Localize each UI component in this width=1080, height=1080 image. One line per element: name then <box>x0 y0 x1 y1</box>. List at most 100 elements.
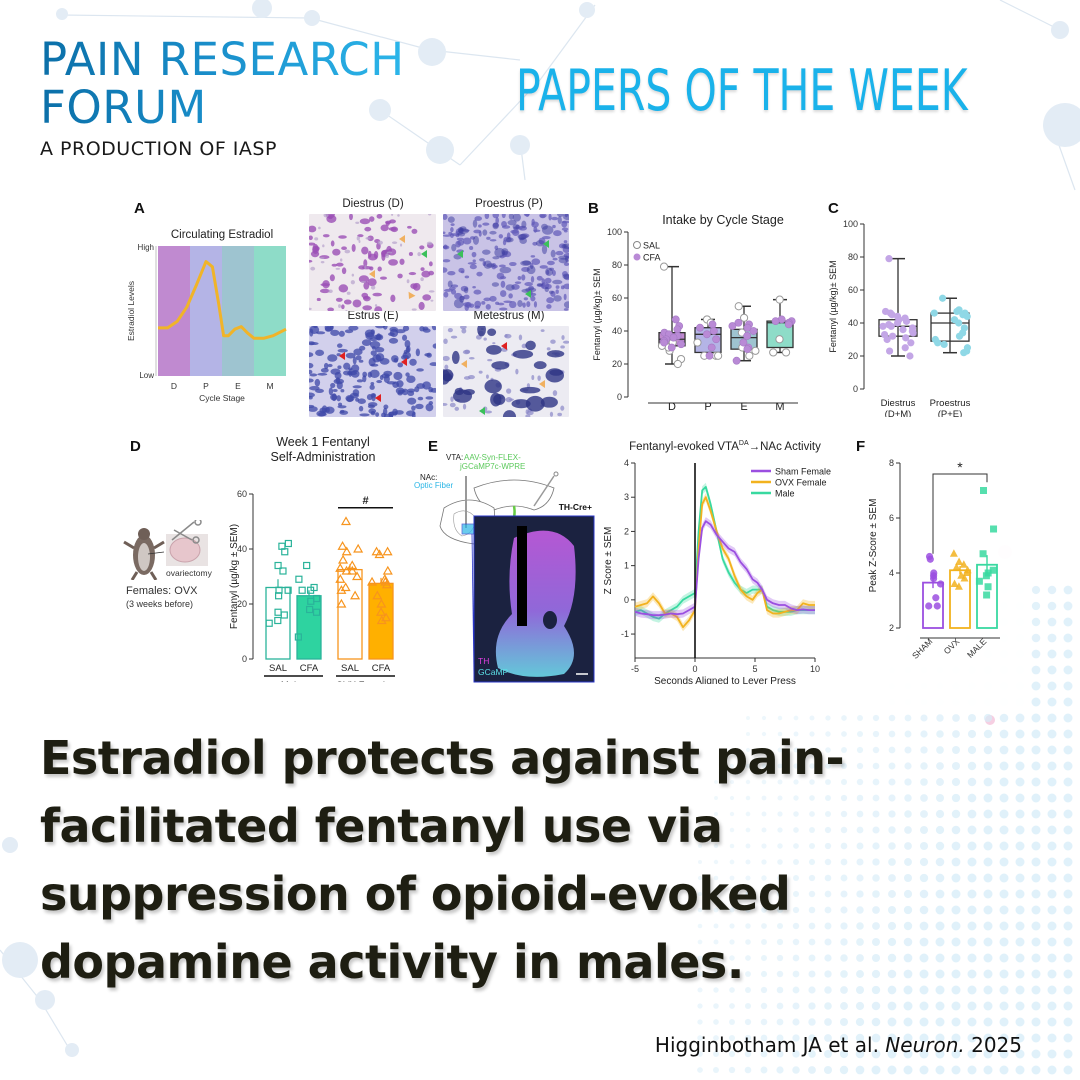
svg-text:40: 40 <box>237 544 247 554</box>
svg-text:Peak Z-Score ± SEM: Peak Z-Score ± SEM <box>868 499 879 593</box>
svg-text:SAL: SAL <box>269 663 287 674</box>
svg-text:Fentanyl-evoked VTADA→NAc Acti: Fentanyl-evoked VTADA→NAc Activity <box>629 440 821 453</box>
svg-text:Optic Fiber: Optic Fiber <box>414 481 453 490</box>
svg-text:GCaMP: GCaMP <box>478 667 509 677</box>
panel-letter-c: C <box>828 200 839 217</box>
svg-text:E: E <box>740 401 747 410</box>
brand-subtitle: A PRODUCTION OF IASP <box>40 138 277 160</box>
svg-text:*: * <box>957 459 963 475</box>
svg-text:100: 100 <box>843 219 858 229</box>
svg-text:AAV-Syn-FLEX-: AAV-Syn-FLEX- <box>464 453 521 462</box>
ovx-caption: Females: OVX <box>126 585 198 597</box>
svg-text:Males: Males <box>281 680 307 682</box>
svg-text:1: 1 <box>624 561 629 571</box>
chart-diestrus-vs-proestrus: 0 20 40 60 80 100 Fentanyl (µg/kg)± SEM Diestru… <box>828 219 972 417</box>
svg-text:SAL: SAL <box>643 241 660 251</box>
svg-text:SAL: SAL <box>341 663 359 674</box>
svg-text:Fentanyl (µg/kg ± SEM): Fentanyl (µg/kg ± SEM) <box>229 524 240 629</box>
svg-text:0: 0 <box>242 654 247 664</box>
micrograph-proestrus <box>443 214 569 311</box>
svg-text:CFA: CFA <box>643 253 661 263</box>
headline-line-4: dopamine activity in males. <box>40 935 744 989</box>
svg-text:P: P <box>203 381 209 391</box>
brand-title-line1: PAIN RESEARCH <box>40 33 405 86</box>
ovariectomy-label: ovariectomy <box>166 568 212 578</box>
svg-text:2: 2 <box>624 526 629 536</box>
panel-letter-e: E <box>428 438 439 455</box>
micrograph-diestrus <box>309 214 436 311</box>
citation-journal: Neuron. <box>885 1033 965 1057</box>
panel-letter-f: F <box>856 438 866 455</box>
headline-line-2: facilitated fentanyl use via <box>40 799 723 853</box>
citation: Higginbotham JA et al. Neuron. 2025 <box>655 1033 1022 1057</box>
svg-text:Sham Female: Sham Female <box>775 467 831 477</box>
svg-text:40: 40 <box>848 318 858 328</box>
panel-letter-b: B <box>588 200 599 217</box>
svg-text:#: # <box>362 495 368 507</box>
svg-text:100: 100 <box>607 227 622 237</box>
svg-text:80: 80 <box>612 260 622 270</box>
svg-text:TH: TH <box>478 656 489 666</box>
svg-text:jGCaMP7c-WPRE: jGCaMP7c-WPRE <box>459 462 525 471</box>
svg-text:High: High <box>138 243 154 252</box>
svg-text:CFA: CFA <box>300 663 319 674</box>
chart-circulating-estradiol: Circulating Estradiol High Low Estradiol Le… <box>126 229 287 403</box>
ovariectomy-illustration <box>123 520 208 580</box>
micrograph-label-estrus: Estrus (E) <box>347 310 399 322</box>
svg-text:P: P <box>704 401 711 410</box>
micrograph-label-metestrus: Metestrus (M) <box>473 310 545 322</box>
svg-text:0: 0 <box>853 384 858 394</box>
chart-intake-by-cycle-stage: Intake by Cycle Stage 0 20 40 60 80 100 Fentany… <box>592 213 798 410</box>
citation-year: 2025 <box>971 1033 1022 1057</box>
svg-text:5: 5 <box>752 664 757 674</box>
svg-text:Week 1 Fentanyl: Week 1 Fentanyl <box>276 435 370 449</box>
svg-text:8: 8 <box>889 458 894 468</box>
svg-text:Low: Low <box>139 371 154 380</box>
chart-peak-z-score: 2 4 6 8 Peak Z-Score ± SEM SHAM OVX MALE * <box>868 458 1000 661</box>
svg-text:4: 4 <box>624 458 629 468</box>
micrograph-label-diestrus: Diestrus (D) <box>342 198 404 210</box>
svg-text:Fentanyl (µg/kg)± SEM: Fentanyl (µg/kg)± SEM <box>592 268 602 360</box>
svg-text:2: 2 <box>889 623 894 633</box>
svg-text:E: E <box>235 381 241 391</box>
svg-text:40: 40 <box>612 326 622 336</box>
svg-text:Circulating Estradiol: Circulating Estradiol <box>171 229 273 241</box>
micrograph-metestrus <box>443 326 569 417</box>
brain-schematic-with-histology: VTA: AAV-Syn-FLEX-jGCaMP7c-WPRE NAc:Optic … <box>414 453 595 683</box>
svg-text:NAc:: NAc: <box>420 473 437 482</box>
svg-text:Diestrus: Diestrus <box>881 398 916 409</box>
svg-text:OVX Females: OVX Females <box>336 680 395 682</box>
svg-text:MALE: MALE <box>965 636 989 660</box>
svg-text:VTA:: VTA: <box>446 453 463 462</box>
series-title: PAPERS OF THE WEEK <box>516 58 968 124</box>
svg-text:60: 60 <box>237 489 247 499</box>
svg-text:Proestrus: Proestrus <box>930 398 971 409</box>
svg-text:Cycle Stage: Cycle Stage <box>199 393 245 403</box>
svg-text:OVX: OVX <box>942 636 962 656</box>
svg-text:Intake by Cycle Stage: Intake by Cycle Stage <box>662 213 784 227</box>
svg-text:(P+E): (P+E) <box>938 409 963 417</box>
svg-text:D: D <box>171 381 177 391</box>
headline-line-3: suppression of opioid-evoked <box>40 867 791 921</box>
panel-letter-d: D <box>130 438 141 455</box>
micrograph-estrus <box>309 326 436 417</box>
scissors-icon <box>171 520 202 544</box>
svg-text:6: 6 <box>889 513 894 523</box>
svg-text:Z Score ± SEM: Z Score ± SEM <box>603 527 614 595</box>
svg-text:3: 3 <box>624 492 629 502</box>
micrograph-label-proestrus: Proestrus (P) <box>475 198 543 210</box>
svg-text:0: 0 <box>617 392 622 402</box>
svg-text:SHAM: SHAM <box>910 636 934 660</box>
svg-text:Self-Administration: Self-Administration <box>271 450 376 464</box>
svg-text:D: D <box>668 401 676 410</box>
svg-text:0: 0 <box>624 595 629 605</box>
svg-text:-5: -5 <box>631 664 639 674</box>
panel-letter-a: A <box>134 200 145 217</box>
svg-text:80: 80 <box>848 252 858 262</box>
svg-text:(D+M): (D+M) <box>885 409 912 417</box>
headline-line-1: Estradiol protects against pain- <box>40 731 845 785</box>
svg-text:60: 60 <box>612 293 622 303</box>
figure-panel: A Circulating Estradiol High Low Estradiol … <box>118 192 1026 710</box>
paper-headline: Estradiol protects against pain- facilit… <box>40 724 940 996</box>
svg-text:60: 60 <box>848 285 858 295</box>
